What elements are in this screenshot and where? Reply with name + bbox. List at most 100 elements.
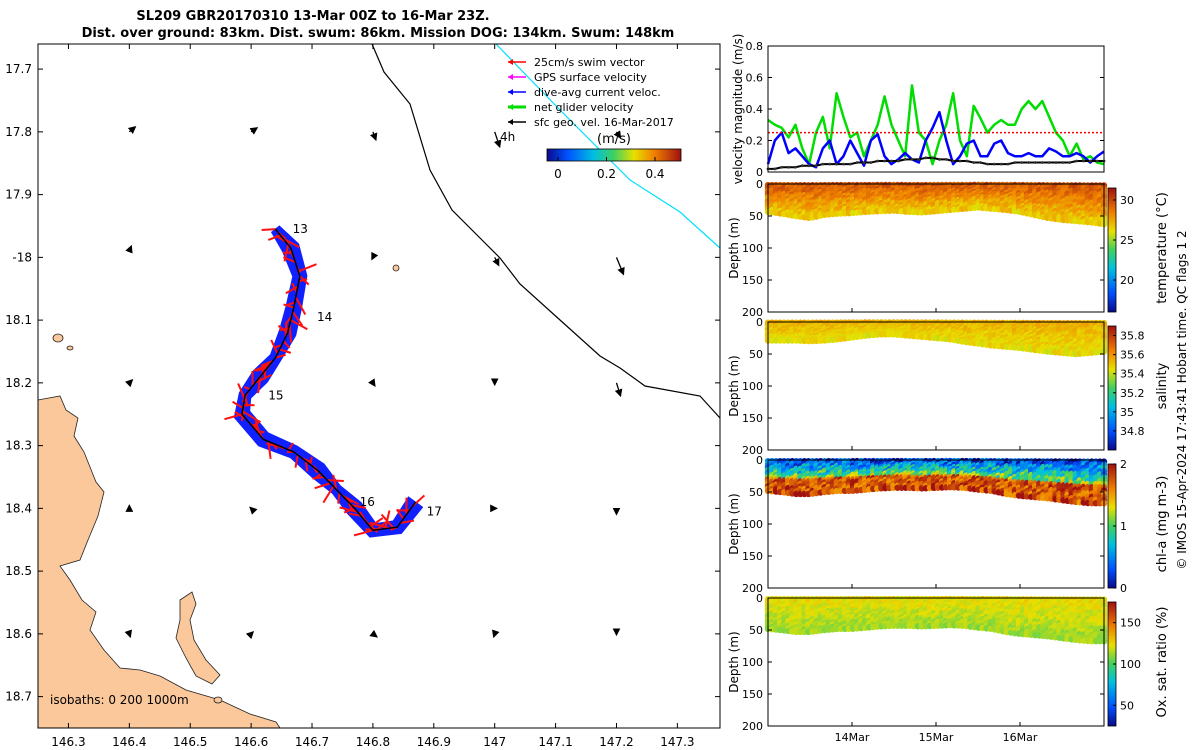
swim-vector [314,482,331,490]
legend-arrowhead [508,59,513,65]
swim-vector [290,319,308,331]
island-3 [392,264,400,272]
swim-vector [327,479,344,483]
depth-tick-label: 150 [742,412,763,425]
cbar-tick-label: 34.8 [1120,425,1145,438]
cbar-label: chl-a (mg m-3) [1155,476,1170,573]
lat-tick-label: 18.6 [5,627,32,641]
geo-speed-point [1047,161,1051,164]
geo-speed-point [835,162,838,166]
lat-tick-label: -18 [12,250,32,264]
lon-tick-label: 146.5 [173,735,207,749]
lat-tick-label: 17.8 [5,125,32,139]
swim-vector [369,521,390,530]
depth-tick-label: 150 [742,550,763,563]
lon-tick-label: 146.6 [234,735,268,749]
isobaths-label: isobaths: 0 200 1000m [50,693,189,707]
depth-tick-label: 0 [756,178,763,191]
depth-tick-label: 100 [742,380,763,393]
swim-vector [282,256,296,263]
sfc-geo-vector [492,629,500,639]
cbar-tick-label: 25 [1120,234,1134,247]
sfc-geo-vector [613,130,622,139]
velocity-ytick-label: 0.6 [746,72,764,85]
sfc-geo-vector [615,257,625,276]
day-label: 16 [360,495,375,509]
sfc-geo-vector [249,127,259,135]
sfc-geo-vector [125,244,133,254]
swim-vector [232,400,244,409]
geo-speed-point [972,161,976,164]
dive-avg-current-band [233,225,424,538]
depth-tick-label: 100 [742,518,763,531]
day-label: 13 [293,222,308,236]
lat-tick-label: 17.9 [5,188,32,202]
swim-vector [291,282,298,293]
geo-speed-point [992,162,996,166]
velocity-series-line [766,110,1105,169]
depth-tick-label: 150 [742,274,763,287]
lat-tick-label: 18.1 [5,313,32,327]
swim-vector [341,494,360,506]
lat-tick-label: 18.5 [5,564,32,578]
mainland [37,395,281,729]
sfc-geo-vector [124,378,134,388]
swim-vector [294,454,299,468]
legend-label: GPS surface velocity [534,71,647,84]
lon-tick-label: 147.3 [660,735,694,749]
geo-speed-point [938,158,941,161]
sfc-geo-vector [492,257,500,267]
velocity-ytick-label: 0 [756,166,763,179]
geo-speed-point [1095,159,1099,163]
geo-speed-point [951,159,955,163]
legend-arrowhead [508,74,513,80]
swim-vector [400,519,415,524]
glider-track-line [241,228,417,532]
colorbar-unit-label: (m/s) [597,132,631,147]
geo-speed-point [842,162,845,166]
depth-tick-label: 50 [749,210,763,223]
swim-vector [279,348,292,354]
sfc-geo-vector [127,126,137,135]
velocity-ytick-label: 0.4 [746,103,764,116]
legend-arrowhead [508,89,513,95]
swim-vector [380,513,394,529]
geo-speed-point [1027,161,1030,164]
swim-vector [304,461,309,472]
velocity-ylabel: velocity magnitude (m/s) [731,34,745,185]
colorbar-tick-label: 0.4 [645,167,664,181]
cbar-label: salinity [1155,362,1170,409]
swim-vector [291,311,304,327]
cbar-tick-label: 30 [1120,194,1134,207]
geo-speed-point [1034,161,1037,164]
cbar-tick-label: 35.8 [1120,330,1145,343]
cbar-tick-label: 1 [1120,520,1127,533]
swim-vector [243,386,251,391]
geo-speed-point [917,158,921,161]
swim-vector [282,237,300,249]
depth-tick-label: 50 [749,486,763,499]
geo-speed-point [787,165,790,169]
swim-vector [283,303,295,309]
lat-tick-label: 17.7 [5,62,32,76]
swim-vector [351,504,366,509]
island-1 [52,333,64,343]
geo-speed-point [862,161,866,164]
day-label: 15 [268,388,283,402]
geo-speed-point [979,161,982,164]
lon-tick-label: 147.1 [538,735,572,749]
swim-vector [237,383,246,399]
day-label: 14 [317,310,332,324]
swim-vector [322,485,335,504]
geo-speed-point [1040,161,1044,164]
lon-tick-label: 146.4 [112,735,146,749]
geo-speed-point [910,158,914,161]
swim-vector [285,285,299,295]
legend-label: 25cm/s swim vector [534,56,645,69]
swim-vector [312,476,325,480]
